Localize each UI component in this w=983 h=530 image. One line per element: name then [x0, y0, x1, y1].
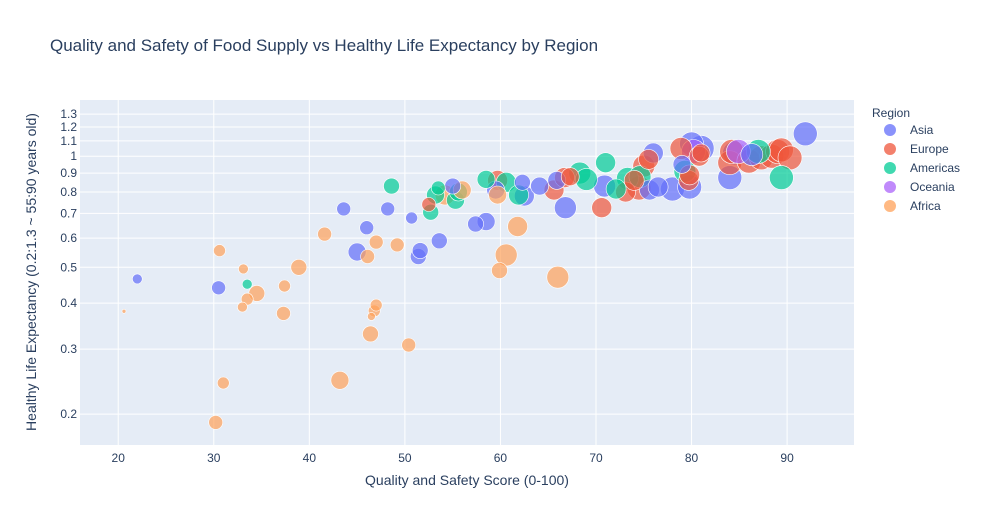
data-point-africa[interactable] — [213, 244, 226, 257]
data-point-asia[interactable] — [672, 155, 692, 174]
data-point-africa[interactable] — [360, 249, 375, 264]
legend-label-americas[interactable]: Americas — [910, 161, 960, 175]
legend-marker-oceania[interactable] — [884, 181, 896, 193]
data-point-americas[interactable] — [241, 278, 253, 290]
data-point-africa[interactable] — [276, 306, 291, 321]
data-point-africa[interactable] — [238, 263, 249, 275]
legend: Region Asia Europe Americas Oceania Africa — [872, 106, 960, 213]
y-tick-label: 0.4 — [60, 296, 77, 310]
y-tick-label: 0.3 — [60, 342, 77, 356]
data-point-asia[interactable] — [444, 177, 462, 195]
data-point-asia[interactable] — [554, 196, 577, 219]
x-tick-label: 40 — [303, 451, 317, 465]
x-tick-label: 80 — [685, 451, 699, 465]
y-tick-label: 1 — [70, 149, 77, 163]
data-point-europe[interactable] — [638, 149, 659, 170]
data-point-asia[interactable] — [647, 176, 669, 198]
y-tick-label: 0.8 — [60, 185, 77, 199]
data-point-africa[interactable] — [290, 258, 308, 276]
data-point-africa[interactable] — [401, 337, 417, 353]
y-axis-title: Healthy Life Expectancy (0.2:1.3 ~ 55:90… — [23, 113, 39, 431]
data-point-africa[interactable] — [488, 185, 507, 205]
data-point-europe[interactable] — [691, 143, 711, 163]
data-point-americas[interactable] — [430, 180, 446, 196]
data-point-africa[interactable] — [369, 298, 383, 312]
axes: 20 30 40 50 60 70 80 90 0.2 0.3 0.4 0.5 0.6 0.7 0.8 0.9… — [60, 107, 794, 465]
data-point-africa[interactable] — [217, 376, 230, 390]
data-point-africa[interactable] — [491, 262, 508, 279]
data-point-africa[interactable] — [389, 237, 405, 253]
y-tick-label: 1.3 — [60, 107, 77, 121]
data-point-europe[interactable] — [623, 170, 645, 191]
data-point-europe[interactable] — [421, 197, 437, 212]
data-point-americas[interactable] — [605, 178, 627, 200]
chart-title: Quality and Safety of Food Supply vs Hea… — [50, 36, 598, 55]
legend-label-oceania[interactable]: Oceania — [910, 180, 955, 194]
data-point-asia[interactable] — [792, 121, 818, 147]
data-point-africa[interactable] — [121, 308, 127, 314]
data-point-asia[interactable] — [405, 211, 418, 225]
data-point-asia[interactable] — [132, 273, 143, 285]
legend-label-europe[interactable]: Europe — [910, 142, 949, 156]
x-tick-label: 90 — [780, 451, 794, 465]
x-tick-label: 50 — [398, 451, 412, 465]
data-point-africa[interactable] — [368, 234, 384, 250]
x-tick-label: 60 — [494, 451, 508, 465]
legend-marker-africa[interactable] — [884, 200, 896, 212]
legend-label-asia[interactable]: Asia — [910, 123, 934, 137]
data-point-africa[interactable] — [362, 325, 379, 343]
data-point-africa[interactable] — [330, 370, 350, 390]
data-point-africa[interactable] — [507, 216, 528, 237]
data-point-europe[interactable] — [560, 167, 580, 186]
data-point-asia[interactable] — [336, 201, 352, 217]
legend-marker-asia[interactable] — [884, 124, 896, 136]
y-tick-label: 0.2 — [60, 407, 77, 421]
data-point-africa[interactable] — [278, 279, 291, 293]
y-tick-label: 0.6 — [60, 231, 77, 245]
data-point-europe[interactable] — [591, 197, 613, 218]
data-point-americas[interactable] — [476, 170, 496, 189]
y-tick-label: 0.7 — [60, 206, 77, 220]
data-point-americas[interactable] — [595, 152, 616, 173]
data-point-africa[interactable] — [546, 265, 570, 289]
x-tick-label: 20 — [112, 451, 126, 465]
data-point-asia[interactable] — [467, 215, 484, 233]
y-tick-label: 0.9 — [60, 166, 77, 180]
data-point-africa[interactable] — [367, 312, 376, 321]
y-tick-label: 1.1 — [60, 134, 77, 148]
data-points — [121, 121, 818, 430]
data-point-asia[interactable] — [359, 220, 375, 235]
data-point-africa[interactable] — [208, 415, 223, 430]
y-tick-label: 0.5 — [60, 260, 77, 274]
data-point-asia[interactable] — [430, 232, 448, 250]
x-tick-label: 30 — [207, 451, 221, 465]
data-point-asia[interactable] — [211, 280, 226, 296]
legend-title: Region — [872, 106, 910, 120]
data-point-asia[interactable] — [411, 242, 429, 259]
data-point-americas[interactable] — [769, 165, 794, 190]
data-point-asia[interactable] — [530, 176, 549, 196]
data-point-asia[interactable] — [740, 143, 764, 166]
data-point-americas[interactable] — [383, 177, 400, 195]
legend-label-africa[interactable]: Africa — [910, 199, 941, 213]
legend-marker-europe[interactable] — [884, 143, 896, 155]
legend-marker-americas[interactable] — [884, 162, 896, 174]
x-axis-title: Quality and Safety Score (0-100) — [365, 472, 569, 488]
data-point-asia[interactable] — [514, 174, 531, 191]
data-point-asia[interactable] — [380, 201, 396, 217]
x-tick-label: 70 — [589, 451, 603, 465]
data-point-africa[interactable] — [317, 226, 332, 242]
data-point-africa[interactable] — [237, 301, 248, 313]
y-tick-label: 1.2 — [60, 120, 77, 134]
